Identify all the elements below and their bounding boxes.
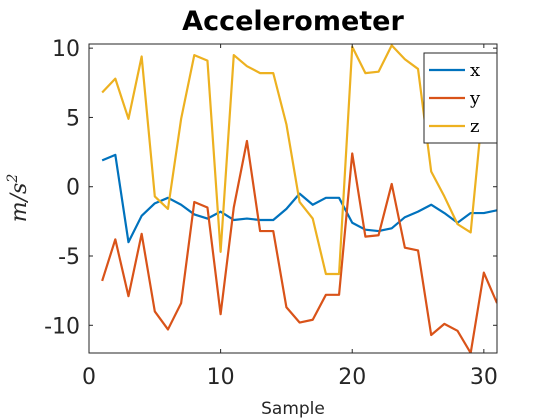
y-tick-label: 5 (66, 106, 80, 131)
ticks-layer: 0 10 20 30 10 5 0 -5 -10 (44, 37, 498, 390)
x-tick-label: 10 (207, 365, 235, 390)
x-tick-label: 0 (82, 365, 96, 390)
y-tick-label: -10 (44, 314, 80, 339)
series-layer (101, 44, 497, 353)
x-tick-label: 20 (338, 365, 366, 390)
legend-label-z: z (470, 116, 479, 137)
y-tick-label: -5 (58, 245, 80, 270)
y-axis-label: m/s2 (5, 174, 32, 223)
chart-title: Accelerometer (182, 6, 404, 37)
plot-box (88, 43, 498, 354)
x-axis-label: Sample (261, 399, 325, 419)
y-axis-label-base: m/s (7, 183, 32, 223)
legend-label-x: x (470, 60, 480, 81)
legend: xyz (423, 52, 498, 144)
legend-label-y: y (469, 88, 481, 109)
series-line-y (101, 139, 497, 353)
x-tick-label: 30 (470, 365, 498, 390)
y-axis-label-exponent: 2 (5, 174, 21, 184)
y-tick-label: 10 (52, 37, 80, 62)
y-tick-label: 0 (66, 176, 80, 201)
